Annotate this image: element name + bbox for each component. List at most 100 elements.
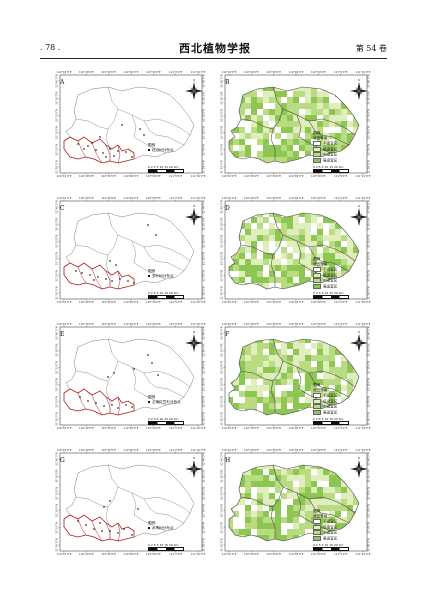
- y-tick-label: 32°0'0"N: [55, 270, 59, 282]
- y-tick-label: 32°10'0"N: [201, 126, 205, 139]
- legend-swatch: [148, 401, 150, 403]
- y-tick-label: 32°10'0"N: [220, 504, 224, 517]
- x-tick-label: 110°30'0"E: [266, 196, 281, 200]
- x-tick-label: 110°30'0"E: [266, 70, 281, 74]
- scale-bar: 0 2.5 5 10 15 20 km: [313, 417, 349, 425]
- y-tick-label: 32°40'0"N: [366, 452, 370, 465]
- y-tick-label: 32°10'0"N: [220, 126, 224, 139]
- x-tick-label: 111°10'0"E: [356, 70, 371, 74]
- legend-swatch: [148, 149, 150, 151]
- y-tick-label: 31°50'0"N: [55, 286, 59, 299]
- study-region-outline: [63, 464, 195, 542]
- occurrence-point: [102, 152, 104, 154]
- x-tick-label: 111°10'0"E: [356, 196, 371, 200]
- legend-title: 图例: [148, 395, 156, 399]
- legend-item: 低适宜区: [313, 398, 338, 405]
- x-tick-label: 110°30'0"E: [101, 552, 116, 556]
- x-tick-label: 110°50'0"E: [311, 426, 326, 430]
- y-tick-label: 32°20'0"N: [220, 235, 224, 248]
- x-tick-label: 110°30'0"E: [266, 426, 281, 430]
- study-region-outline: [63, 86, 195, 164]
- x-tick-label: 110°10'0"E: [57, 552, 72, 556]
- north-label: N: [193, 330, 195, 334]
- x-tick-label: 111°10'0"E: [356, 322, 371, 326]
- legend-item-label: 中适宜区: [323, 278, 338, 283]
- occurrence-point: [115, 264, 117, 266]
- x-tick-label: 110°50'0"E: [311, 300, 326, 304]
- legend-item-label: 低适宜区: [323, 399, 338, 403]
- scale-bar-ticks: 0 2.5 5 10 15 20: [313, 543, 338, 547]
- x-tick-label: 110°50'0"E: [146, 174, 161, 178]
- occurrence-point: [155, 234, 157, 236]
- x-tick-label: 110°50'0"E: [146, 196, 161, 200]
- x-tick-label: 111°0'0"E: [169, 196, 182, 200]
- x-tick-label: 110°40'0"E: [124, 552, 139, 556]
- x-tick-label: 110°40'0"E: [124, 322, 139, 326]
- legend-item: 中适宜区: [313, 152, 337, 158]
- x-tick-label: 110°50'0"E: [146, 300, 161, 304]
- x-tick-label: 111°0'0"E: [169, 174, 182, 178]
- y-tick-label: 31°50'0"N: [220, 160, 224, 173]
- legend-item: 中适宜区: [313, 530, 337, 536]
- occurrence-point: [105, 156, 107, 158]
- y-tick-label: 31°50'0"N: [201, 412, 205, 425]
- y-tick-label: 32°0'0"N: [201, 522, 205, 534]
- legend-item-label: 不适宜区: [323, 267, 338, 272]
- y-tick-label: 32°10'0"N: [366, 126, 370, 139]
- x-tick-label: 110°50'0"E: [146, 70, 161, 74]
- legend-item-label: 高适宜区: [323, 158, 338, 162]
- scale-bar-unit: km: [172, 543, 179, 547]
- legend-item: 不适宜区: [313, 393, 337, 399]
- scale-bar-ticks: 0 2.5 5 10 15 20: [148, 291, 173, 295]
- y-tick-label: 32°30'0"N: [55, 469, 59, 482]
- scale-bar-graphic: [313, 169, 349, 173]
- y-tick-label: 32°0'0"N: [201, 144, 205, 156]
- legend-swatch: [313, 283, 321, 289]
- legend-item: 水青树分布点: [148, 526, 174, 531]
- scale-bar: 0 2.5 5 10 15 20 km: [148, 291, 184, 299]
- y-tick-label: 32°30'0"N: [201, 217, 205, 230]
- x-tick-label: 110°50'0"E: [146, 426, 161, 430]
- y-tick-label: 32°40'0"N: [366, 326, 370, 339]
- x-tick-label: 111°0'0"E: [169, 70, 182, 74]
- x-tick-label: 110°40'0"E: [289, 322, 304, 326]
- x-tick-label: 110°20'0"E: [79, 552, 94, 556]
- x-tick-label: 110°10'0"E: [222, 300, 237, 304]
- legend-swatch: [313, 519, 321, 524]
- x-tick-label: 110°20'0"E: [79, 196, 94, 200]
- scale-bar-unit: km: [172, 291, 179, 295]
- x-tick-label: 110°10'0"E: [222, 70, 237, 74]
- x-tick-label: 110°40'0"E: [289, 300, 304, 304]
- occurrence-point: [137, 508, 139, 510]
- x-tick-label: 110°50'0"E: [311, 70, 326, 74]
- suitability-raster: [229, 339, 359, 415]
- x-tick-label: 111°10'0"E: [191, 552, 206, 556]
- x-tick-label: 110°40'0"E: [124, 70, 139, 74]
- legend-item-label: 不适宜区: [323, 141, 338, 146]
- scale-bar-graphic: [313, 547, 349, 551]
- y-tick-label: 32°0'0"N: [366, 270, 370, 282]
- legend-item-label: 云南红豆杉分布点: [152, 400, 181, 404]
- x-tick-label: 111°0'0"E: [334, 322, 347, 326]
- x-tick-label: 111°0'0"E: [334, 300, 347, 304]
- occurrence-point: [89, 274, 91, 276]
- y-tick-label: 32°40'0"N: [366, 200, 370, 213]
- y-tick-label: 31°50'0"N: [55, 412, 59, 425]
- occurrence-point: [131, 156, 133, 158]
- x-tick-label: 110°40'0"E: [289, 426, 304, 430]
- x-tick-label: 111°0'0"E: [169, 300, 182, 304]
- x-tick-label: 110°30'0"E: [101, 174, 116, 178]
- occurrence-point: [121, 124, 123, 126]
- figure-panel-d: 110°10'0"E 110°10'0"E 110°20'0"E 110°20'0"E…: [213, 191, 379, 309]
- panel-label: G: [60, 457, 65, 464]
- scale-bar: 0 2.5 5 10 15 20 km: [148, 165, 184, 173]
- occurrence-point: [133, 282, 135, 284]
- x-tick-label: 110°10'0"E: [57, 196, 72, 200]
- map-legend: 图例 云南红豆杉分布点: [148, 395, 181, 405]
- study-region-outline: [228, 338, 360, 416]
- legend-swatch: [148, 275, 150, 277]
- y-tick-label: 31°50'0"N: [201, 538, 205, 551]
- north-label: N: [358, 330, 360, 334]
- map-legend: 图例 适宜等级 不适宜区 低适宜区 中适宜区 高适宜区: [313, 383, 337, 415]
- occurrence-point: [117, 150, 119, 152]
